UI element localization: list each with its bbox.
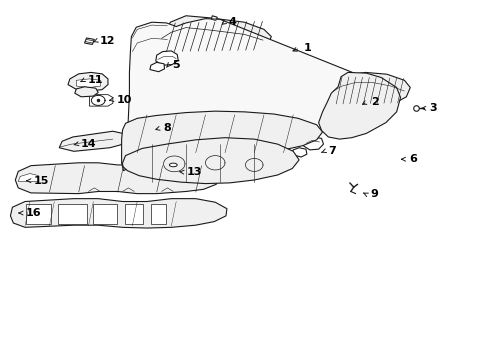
Polygon shape <box>89 95 113 106</box>
Polygon shape <box>145 125 150 128</box>
Polygon shape <box>143 121 159 131</box>
Polygon shape <box>18 174 39 181</box>
Text: 2: 2 <box>370 97 378 107</box>
Text: 1: 1 <box>304 43 311 53</box>
Polygon shape <box>10 199 226 228</box>
Text: 5: 5 <box>172 60 180 70</box>
Text: 10: 10 <box>117 95 132 105</box>
Text: 3: 3 <box>428 103 436 113</box>
Text: 15: 15 <box>34 176 49 186</box>
Polygon shape <box>291 148 306 157</box>
Text: 4: 4 <box>228 17 236 27</box>
Polygon shape <box>156 51 178 65</box>
Ellipse shape <box>169 163 177 167</box>
Polygon shape <box>76 79 101 87</box>
Polygon shape <box>75 87 98 97</box>
Polygon shape <box>169 163 177 176</box>
Polygon shape <box>153 124 158 127</box>
Text: 6: 6 <box>408 154 416 164</box>
Polygon shape <box>318 72 400 139</box>
Text: 9: 9 <box>369 189 377 199</box>
Polygon shape <box>68 72 108 91</box>
Text: 12: 12 <box>100 36 116 46</box>
Polygon shape <box>303 137 323 150</box>
Polygon shape <box>59 131 127 151</box>
Polygon shape <box>210 16 217 24</box>
Polygon shape <box>123 19 384 176</box>
Text: 11: 11 <box>87 75 103 85</box>
Polygon shape <box>58 204 87 225</box>
Text: 16: 16 <box>26 208 41 218</box>
Polygon shape <box>331 72 409 106</box>
Polygon shape <box>122 111 322 171</box>
Polygon shape <box>151 204 165 225</box>
Polygon shape <box>84 38 94 44</box>
Text: 14: 14 <box>81 139 96 149</box>
Polygon shape <box>26 204 51 225</box>
Text: 8: 8 <box>163 123 171 133</box>
Polygon shape <box>122 138 299 184</box>
Polygon shape <box>93 204 117 225</box>
Polygon shape <box>150 62 164 72</box>
Text: 13: 13 <box>186 167 202 177</box>
Polygon shape <box>161 16 271 55</box>
Text: 7: 7 <box>328 146 335 156</box>
Polygon shape <box>124 204 143 225</box>
Polygon shape <box>15 163 220 194</box>
